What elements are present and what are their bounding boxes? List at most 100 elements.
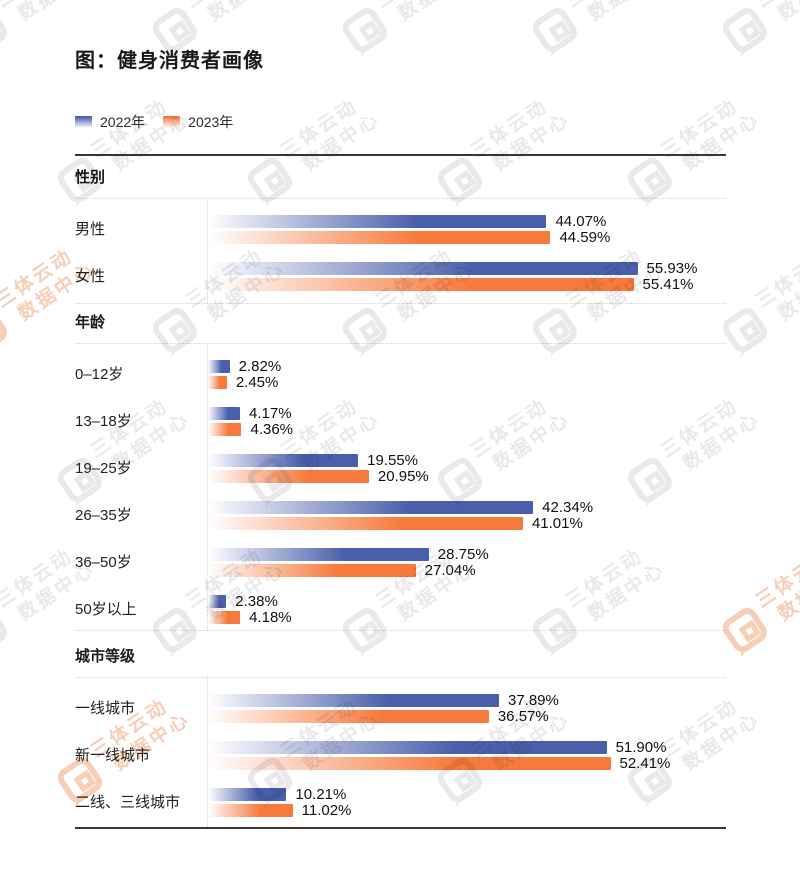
bar-line: 42.34% [208,498,594,516]
watermark: 三体云动数据中心 [526,543,671,659]
value-label: 19.55% [367,451,419,469]
value-label: 52.41% [619,754,671,772]
bar-2023 [208,277,634,291]
value-label: 2.82% [238,357,282,375]
value-label: 4.18% [249,608,292,626]
bar-2023 [208,422,242,436]
category-label: 女性 [75,268,106,285]
top-separator-line [75,154,726,156]
bar-2023 [208,469,369,483]
category-label: 36–50岁 [75,554,132,571]
watermark-text: 三体云动数据中心 [657,395,765,476]
brand-logo-icon [342,308,387,358]
value-label: 55.93% [646,259,698,277]
value-label: 37.89% [507,691,559,709]
bar-line: 4.17% [208,405,292,422]
watermark-text: 三体云动数据中心 [657,695,765,776]
brand-logo-icon [532,8,577,58]
value-label: 42.34% [542,498,594,516]
brand-logo-icon [247,158,292,208]
category-label: 一线城市 [75,700,136,717]
bar-2022 [208,453,359,467]
brand-logo-icon [722,8,767,58]
value-label: 11.02% [301,801,352,819]
bar-line: 51.90% [208,738,667,756]
bar-2022 [208,787,287,801]
bar-line: 36.57% [208,708,549,725]
value-label: 2.45% [235,373,279,391]
section-bottom-divider [75,630,726,631]
bar-line: 27.04% [208,561,476,579]
value-label: 55.41% [642,275,694,293]
bar-line: 4.18% [208,608,292,626]
category-label: 26–35岁 [75,507,132,524]
section-header: 年龄 [75,314,106,331]
section-top-divider [75,343,726,344]
bar-line: 55.93% [208,259,698,277]
category-label: 二线、三线城市 [75,794,181,811]
brand-logo-icon [0,308,7,353]
value-label: 27.04% [424,561,476,579]
watermark: 三体云动数据中心 [716,543,800,659]
bar-2023 [208,756,611,770]
legend-swatch-2023 [163,116,181,128]
bar-line: 20.95% [208,467,429,485]
bar-2023 [208,709,489,723]
watermark: 三体云动数据中心 [431,93,576,209]
bar-line: 28.75% [208,545,489,563]
watermark-text: 三体云动数据中心 [277,95,385,176]
value-label: 2.38% [235,592,278,610]
bar-2023 [208,516,523,530]
bar-line: 44.59% [208,229,610,246]
axis-baseline [207,198,208,303]
watermark: 三体云动数据中心 [241,93,386,209]
brand-logo-icon [0,608,7,653]
watermark: 三体云动数据中心 [621,93,766,209]
category-label: 50岁以上 [75,601,137,618]
section-bottom-divider [75,303,726,304]
bar-2022 [208,500,534,514]
legend-item-2023: 2023年 [163,112,233,132]
brand-logo-icon [0,8,7,53]
value-label: 28.75% [437,545,489,563]
value-label: 51.90% [615,738,667,756]
legend: 2022年 2023年 [75,112,233,132]
legend-item-2022: 2022年 [75,112,145,132]
chart-title: 图：健身消费者画像 [75,50,264,72]
section-header: 城市等级 [75,648,136,665]
bar-2022 [208,261,638,275]
category-label: 13–18岁 [75,413,132,430]
bar-2023 [208,610,241,624]
bar-line: 10.21% [208,785,347,803]
axis-baseline [207,677,208,827]
value-label: 20.95% [377,467,429,485]
section-header: 性别 [75,169,106,186]
bar-line: 2.38% [208,592,278,610]
legend-swatch-2022 [75,116,92,128]
category-label: 男性 [75,221,106,238]
bar-line: 2.45% [208,373,279,391]
bar-line: 19.55% [208,451,419,469]
bar-2022 [208,214,547,228]
bar-2022 [208,594,227,608]
value-label: 41.01% [531,514,583,532]
watermark: 三体云动数据中心 [431,393,576,509]
bar-2023 [208,375,227,389]
bar-line: 4.36% [208,420,294,438]
bar-line: 55.41% [208,275,694,293]
bar-line: 44.07% [208,213,606,230]
brand-logo-icon [722,308,767,358]
watermark: 三体云动数据中心 [716,243,800,359]
value-label: 4.36% [250,420,294,438]
bar-2023 [208,230,551,244]
axis-baseline [207,343,208,630]
bar-2023 [208,803,293,817]
bar-2022 [208,359,230,373]
category-label: 0–12岁 [75,366,124,383]
value-label: 10.21% [295,785,347,803]
